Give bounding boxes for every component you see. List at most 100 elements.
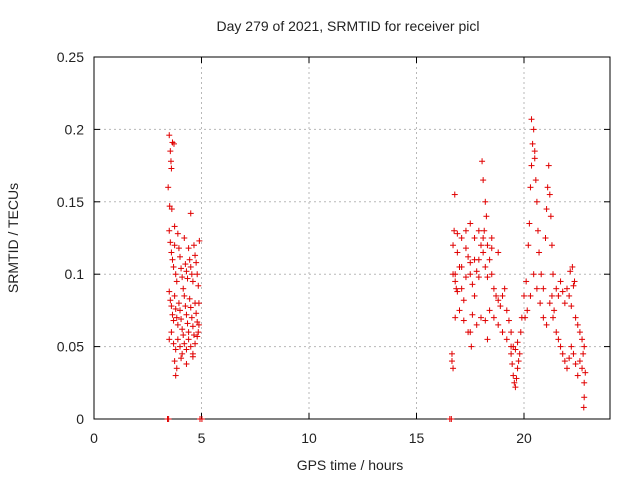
- data-point: [526, 220, 533, 227]
- data-point: [537, 300, 544, 307]
- data-point: [501, 285, 508, 292]
- data-points: [164, 116, 589, 422]
- data-point: [514, 365, 521, 372]
- y-tick-label: 0.15: [57, 194, 84, 210]
- data-point: [166, 336, 173, 343]
- data-point: [484, 274, 491, 281]
- data-point: [479, 158, 486, 165]
- data-point: [172, 271, 179, 278]
- data-point: [173, 365, 180, 372]
- data-point: [540, 285, 547, 292]
- x-tick-label: 0: [90, 430, 98, 446]
- data-point: [185, 336, 192, 343]
- data-point: [167, 148, 174, 155]
- data-point: [469, 311, 476, 318]
- data-point: [555, 292, 562, 299]
- data-point: [533, 198, 540, 205]
- data-point: [480, 235, 487, 241]
- data-point: [170, 263, 177, 270]
- data-point: [543, 321, 550, 328]
- y-tick-label: 0.05: [57, 339, 84, 355]
- data-point: [495, 297, 502, 304]
- data-point: [471, 256, 478, 263]
- data-point: [512, 384, 519, 391]
- data-point: [525, 242, 532, 249]
- data-point: [559, 288, 566, 295]
- data-point: [528, 162, 535, 169]
- data-point: [165, 416, 172, 422]
- data-point: [190, 242, 197, 249]
- data-point: [478, 242, 484, 249]
- data-point: [168, 249, 175, 256]
- data-point: [195, 282, 202, 289]
- data-point: [569, 263, 576, 270]
- data-point: [171, 358, 178, 365]
- data-point: [522, 314, 529, 321]
- data-point: [172, 372, 179, 379]
- data-point: [188, 271, 195, 278]
- data-point: [480, 177, 487, 184]
- data-point: [195, 300, 202, 307]
- data-point: [168, 165, 175, 172]
- data-point: [186, 256, 193, 263]
- data-point: [581, 343, 588, 350]
- data-point: [508, 329, 515, 336]
- data-point: [450, 271, 457, 278]
- data-point: [467, 329, 474, 336]
- data-point: [505, 317, 512, 324]
- data-point: [198, 416, 205, 422]
- data-point: [448, 416, 455, 422]
- data-point: [499, 292, 506, 299]
- data-point: [179, 350, 186, 357]
- data-point: [576, 329, 583, 336]
- data-point: [582, 369, 589, 376]
- data-point: [460, 297, 467, 304]
- data-point: [528, 116, 535, 123]
- data-point: [484, 242, 491, 249]
- data-point: [517, 329, 524, 336]
- data-point: [471, 292, 478, 299]
- data-point: [453, 285, 460, 292]
- data-point: [542, 235, 549, 241]
- data-point: [484, 336, 491, 343]
- data-point: [581, 379, 588, 386]
- data-point: [196, 237, 203, 244]
- data-point: [183, 360, 190, 367]
- data-point: [493, 292, 500, 299]
- data-point: [454, 288, 461, 295]
- data-point: [171, 242, 178, 249]
- data-point: [511, 379, 518, 386]
- data-point: [579, 336, 586, 343]
- data-point: [521, 292, 527, 299]
- data-point: [514, 339, 521, 346]
- data-point: [175, 300, 182, 307]
- data-point: [450, 365, 457, 372]
- data-point: [515, 358, 522, 365]
- data-point: [170, 340, 177, 347]
- data-point: [193, 259, 200, 266]
- data-point: [192, 340, 199, 347]
- data-point: [482, 263, 489, 270]
- data-point: [462, 274, 469, 281]
- data-point: [559, 350, 566, 357]
- data-point: [166, 132, 173, 139]
- data-point: [473, 321, 480, 328]
- data-point: [488, 245, 495, 252]
- data-point: [462, 245, 469, 252]
- grid-lines: [94, 57, 610, 419]
- data-point: [458, 263, 465, 270]
- data-point: [181, 340, 188, 347]
- data-point: [571, 278, 578, 285]
- data-point: [488, 271, 495, 278]
- data-point: [168, 303, 175, 310]
- data-point: [495, 321, 502, 328]
- data-point: [462, 227, 469, 234]
- data-point: [503, 307, 510, 314]
- data-point: [452, 314, 459, 321]
- data-point: [524, 307, 531, 314]
- data-point: [174, 336, 181, 343]
- data-point: [174, 321, 181, 328]
- data-point: [568, 303, 575, 310]
- data-point: [460, 317, 467, 324]
